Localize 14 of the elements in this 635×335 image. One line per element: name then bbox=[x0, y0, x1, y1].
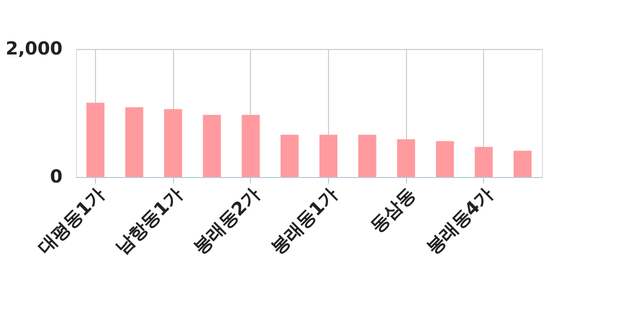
bar bbox=[319, 134, 338, 177]
y-tick-label: 0 bbox=[50, 166, 62, 188]
bar bbox=[358, 134, 376, 177]
bar bbox=[280, 134, 299, 177]
y-tick-label: 2,000 bbox=[6, 38, 62, 60]
bar bbox=[474, 146, 493, 177]
bar bbox=[86, 102, 104, 177]
bar bbox=[202, 114, 221, 177]
bar bbox=[164, 109, 182, 177]
bar bbox=[397, 139, 416, 177]
bar bbox=[514, 150, 532, 177]
bar bbox=[242, 114, 260, 177]
bar bbox=[125, 107, 144, 177]
bar bbox=[436, 141, 454, 177]
